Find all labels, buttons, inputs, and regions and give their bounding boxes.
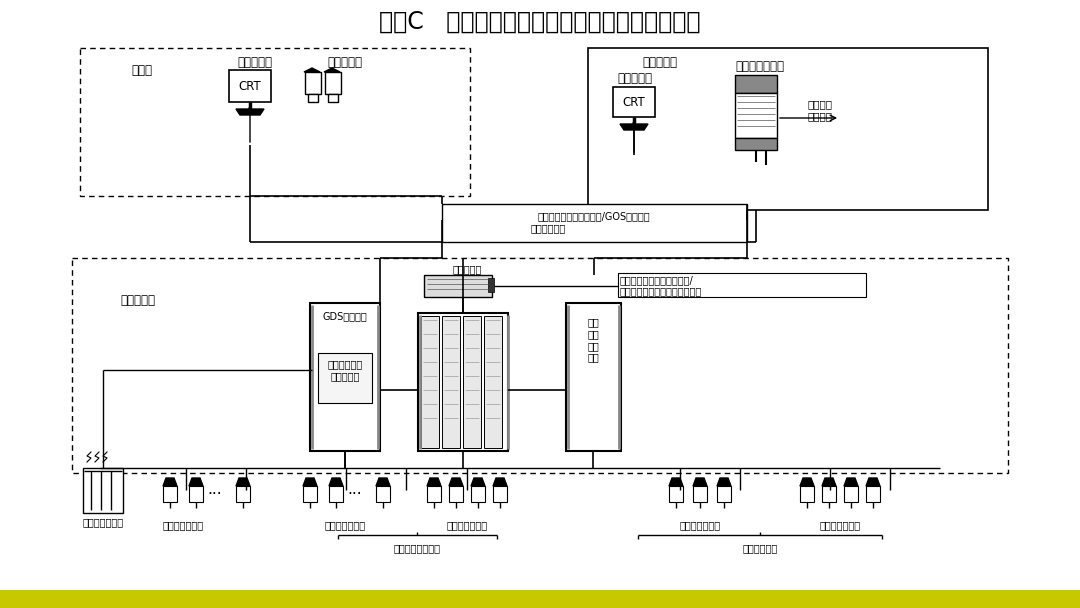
Polygon shape [303,478,318,486]
Polygon shape [717,478,731,486]
Text: CRT: CRT [623,95,646,108]
Polygon shape [471,478,485,486]
FancyBboxPatch shape [229,70,271,102]
Bar [0,590,1080,608]
Polygon shape [237,109,264,115]
FancyBboxPatch shape [318,353,372,403]
Polygon shape [866,478,880,486]
Polygon shape [492,478,507,486]
FancyBboxPatch shape [735,75,777,93]
FancyBboxPatch shape [303,486,318,502]
Text: 消防联动报警信号: 消防联动报警信号 [394,543,441,553]
FancyBboxPatch shape [418,313,508,451]
FancyBboxPatch shape [424,275,492,297]
Text: 可燃气体第二级报警信号/GOS报警控制: 可燃气体第二级报警信号/GOS报警控制 [538,211,650,221]
Text: 有毒气体探测器: 有毒气体探测器 [820,520,861,530]
Text: 安全
仪表
系统
机柜: 安全 仪表 系统 机柜 [588,317,599,362]
Text: 可燃气体探测器: 可燃气体探测器 [446,520,487,530]
Polygon shape [427,478,441,486]
Text: 安全联锁信号: 安全联锁信号 [742,543,778,553]
FancyBboxPatch shape [329,486,343,502]
Text: ...: ... [207,483,222,497]
FancyBboxPatch shape [308,94,318,102]
Polygon shape [800,478,814,486]
Polygon shape [620,124,648,130]
Text: 可燃气体探测器: 可燃气体探测器 [162,520,203,530]
Text: 附录C   可燃气体和有毒气体检测报警系统配置图: 附录C 可燃气体和有毒气体检测报警系统配置图 [379,10,701,34]
FancyBboxPatch shape [613,87,654,117]
Polygon shape [843,478,858,486]
FancyBboxPatch shape [669,486,683,502]
Text: 有毒气体探测器: 有毒气体探测器 [324,520,365,530]
FancyBboxPatch shape [566,303,621,451]
Text: 现场区域警报器: 现场区域警报器 [82,517,123,527]
FancyBboxPatch shape [427,486,441,502]
Polygon shape [329,478,343,486]
FancyBboxPatch shape [328,94,338,102]
Polygon shape [449,478,463,486]
Text: 声光警报器: 声光警报器 [327,55,363,69]
FancyBboxPatch shape [83,468,123,513]
FancyBboxPatch shape [484,316,502,448]
FancyBboxPatch shape [449,486,463,502]
FancyBboxPatch shape [822,486,836,502]
Text: 现场机柜室: 现场机柜室 [121,294,156,306]
FancyBboxPatch shape [310,303,380,451]
Polygon shape [822,478,836,486]
Text: 控制室: 控制室 [132,63,152,77]
FancyBboxPatch shape [237,486,249,502]
Polygon shape [669,478,683,486]
Text: 专用可燃气体报警控制故障信号: 专用可燃气体报警控制故障信号 [620,286,702,296]
FancyBboxPatch shape [442,316,460,448]
FancyBboxPatch shape [163,486,177,502]
Text: 单元故障信号: 单元故障信号 [530,223,566,233]
Text: 火灾报警控制器: 火灾报警控制器 [735,60,784,72]
FancyBboxPatch shape [463,316,481,448]
FancyBboxPatch shape [471,486,485,502]
FancyBboxPatch shape [305,72,321,94]
Polygon shape [237,478,249,486]
FancyBboxPatch shape [693,486,707,502]
Text: ...: ... [348,483,362,497]
Text: 消防控制室: 消防控制室 [643,57,677,69]
FancyBboxPatch shape [800,486,814,502]
FancyBboxPatch shape [735,138,777,150]
FancyBboxPatch shape [843,486,858,502]
FancyBboxPatch shape [376,486,390,502]
FancyBboxPatch shape [488,278,494,292]
FancyBboxPatch shape [80,48,470,196]
FancyBboxPatch shape [325,72,341,94]
FancyBboxPatch shape [866,486,880,502]
FancyBboxPatch shape [588,48,988,210]
Text: 程控交换机: 程控交换机 [453,264,482,274]
Text: 可燃气体探测器: 可燃气体探测器 [679,520,720,530]
Text: GDS系统机柜: GDS系统机柜 [323,311,367,321]
Text: 消防联动
控制信号: 消防联动 控制信号 [808,99,833,121]
Text: CRT: CRT [239,80,261,92]
Text: 可燃气体消防联动报警信号/: 可燃气体消防联动报警信号/ [620,275,693,285]
FancyBboxPatch shape [735,93,777,138]
FancyBboxPatch shape [189,486,203,502]
Polygon shape [189,478,203,486]
FancyBboxPatch shape [717,486,731,502]
FancyBboxPatch shape [421,316,438,448]
Polygon shape [163,478,177,486]
FancyBboxPatch shape [492,486,507,502]
Text: 显示操作站: 显示操作站 [238,55,272,69]
FancyBboxPatch shape [442,204,747,242]
FancyBboxPatch shape [72,258,1008,473]
Polygon shape [303,68,320,72]
Text: 显示操作站: 显示操作站 [618,72,652,85]
Text: 专用可燃气体
报警控制器: 专用可燃气体 报警控制器 [327,359,363,381]
Polygon shape [693,478,707,486]
Polygon shape [324,68,340,72]
Polygon shape [376,478,390,486]
